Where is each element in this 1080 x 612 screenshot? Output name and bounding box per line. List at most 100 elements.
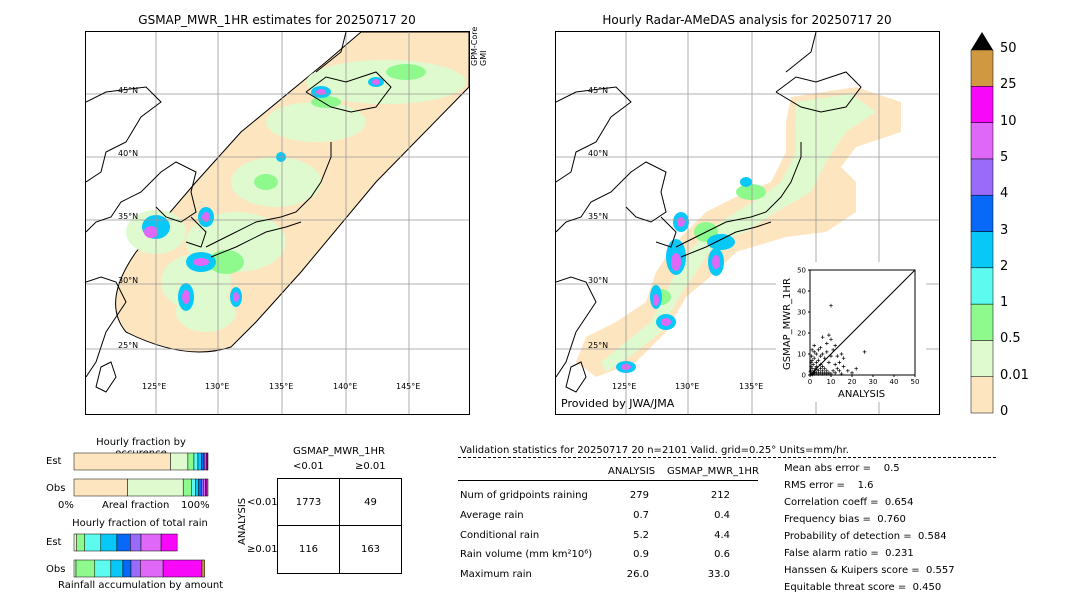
occurrence-row-label-est: Est xyxy=(46,456,62,467)
scatter-point xyxy=(835,354,840,358)
colorbar-segment xyxy=(970,267,994,305)
scatter-point xyxy=(810,372,815,377)
scatter-point xyxy=(825,372,829,376)
score-pod: Probability of detection = 0.584 xyxy=(784,531,947,542)
contingency-hline xyxy=(278,525,401,526)
scatter-point xyxy=(839,352,844,356)
rain-axis-label: Rainfall accumulation by amount xyxy=(58,580,224,591)
scatter-point xyxy=(833,362,837,367)
colorbar-level-label: 0 xyxy=(1000,404,1009,419)
scatter-point xyxy=(822,371,827,375)
contingency-vline xyxy=(339,479,340,573)
rain-bar-segment xyxy=(84,533,102,552)
contingency-cell-hit-none: 1773 xyxy=(295,497,322,508)
scatter-point xyxy=(837,360,842,365)
colorbar-level-label: 5 xyxy=(1000,149,1009,165)
score-rms-error: RMS error = 1.6 xyxy=(784,480,874,491)
validation-col-gsmap: GSMAP_MWR_1HR xyxy=(667,466,759,477)
occurrence-axis-right: 100% xyxy=(181,500,210,511)
scatter-point xyxy=(816,372,821,376)
scatter-point xyxy=(812,370,817,374)
colorbar-extension-arrow xyxy=(971,32,993,50)
colorbar-level-label: 4 xyxy=(1000,186,1009,202)
colorbar-level-label: 3 xyxy=(1000,222,1009,238)
scatter-xtick-label: 0 xyxy=(808,378,812,386)
scatter-point xyxy=(813,366,818,371)
colorbar-segment xyxy=(970,340,994,377)
scatter-point xyxy=(827,333,831,337)
rain-bar-segment xyxy=(160,533,178,552)
scatter-point xyxy=(837,369,842,373)
colorbar-level-label: 1 xyxy=(1000,295,1009,311)
stat-label-conditional: Conditional rain xyxy=(460,530,540,541)
score-far: False alarm ratio = 0.231 xyxy=(784,548,914,559)
scatter-point xyxy=(850,371,854,375)
scatter-diagonal xyxy=(809,269,916,376)
right-lat-label-35: 35°N xyxy=(588,212,609,221)
scatter-xtick-label: 20 xyxy=(848,378,857,386)
right-lon-label-135: 135°E xyxy=(739,382,764,391)
scatter-ylabel: GSMAP_MWR_1HR xyxy=(782,278,793,370)
scatter-xtick-label: 50 xyxy=(911,378,920,386)
scatter-point xyxy=(812,356,816,360)
colorbar-segment xyxy=(970,86,994,123)
right-lat-label-25: 25°N xyxy=(588,341,609,350)
validation-col-analysis: ANALYSIS xyxy=(608,466,656,477)
occurrence-bar-segment xyxy=(182,478,192,497)
stat-analysis-average: 0.7 xyxy=(633,510,649,521)
right-map-title: Hourly Radar-AMeDAS analysis for 2025071… xyxy=(602,13,892,27)
scatter-ytick-label: 20 xyxy=(797,330,806,338)
rain-bar-segment xyxy=(162,559,203,578)
rain-bar-segment xyxy=(122,559,132,578)
rain-bar-segment xyxy=(130,533,142,552)
contingency-row-header-2: ≥0.01 xyxy=(247,544,278,555)
scatter-xtick-label: 30 xyxy=(869,378,878,386)
occurrence-bar-segment xyxy=(201,478,204,497)
left-lon-label-135: 135°E xyxy=(269,382,294,391)
occurrence-axis-middle: Areal fraction xyxy=(102,500,170,511)
colorbar xyxy=(970,32,994,414)
scatter-point xyxy=(816,348,821,352)
right-map-canvas xyxy=(556,32,939,414)
scatter-point xyxy=(839,372,844,376)
scatter-point xyxy=(827,371,831,375)
scatter-point xyxy=(831,369,835,373)
stat-analysis-gridpoints: 279 xyxy=(629,490,649,501)
right-lon-label-125: 125°E xyxy=(612,382,637,391)
rain-bar-segment xyxy=(75,559,96,578)
rain-bar-segment xyxy=(94,559,112,578)
scatter-point xyxy=(833,371,837,375)
scatter-point xyxy=(825,369,829,373)
scatter-xlabel: ANALYSIS xyxy=(838,389,886,400)
sensor-label-line1: GPM-Core xyxy=(470,26,479,66)
rain-bar-segment xyxy=(201,559,205,578)
occurrence-bar-segment xyxy=(206,478,209,497)
colorbar-level-label: 25 xyxy=(1000,77,1017,93)
scatter-point xyxy=(814,371,819,375)
rain-fraction-title: Hourly fraction of total rain xyxy=(72,518,208,529)
stat-gsmap-maximum: 33.0 xyxy=(707,569,730,580)
stat-label-average: Average rain xyxy=(460,510,524,521)
scatter-point xyxy=(846,369,850,373)
stat-analysis-maximum: 26.0 xyxy=(626,569,649,580)
occurrence-bar-segment xyxy=(191,478,196,497)
scatter-point xyxy=(829,372,833,376)
scatter-point xyxy=(810,348,814,352)
scatter-point xyxy=(811,362,815,367)
score-mean-abs-error: Mean abs error = 0.5 xyxy=(784,463,900,474)
rain-bar-segment xyxy=(73,559,77,578)
validation-header-rule xyxy=(458,457,996,458)
rain-fraction-chart xyxy=(73,533,205,578)
scatter-point xyxy=(809,354,814,358)
contingency-cell-miss: 116 xyxy=(298,544,319,555)
left-lon-label-130: 130°E xyxy=(205,382,230,391)
left-lat-label-30: 30°N xyxy=(118,276,139,285)
scatter-point xyxy=(820,369,825,373)
scatter-point xyxy=(833,343,837,348)
left-map xyxy=(85,31,470,415)
scatter-xtick-label: 10 xyxy=(827,378,836,386)
scatter-ytick-label: 10 xyxy=(797,351,806,359)
scatter-point xyxy=(829,303,833,308)
left-lat-label-45: 45°N xyxy=(118,86,139,95)
scatter-point xyxy=(818,345,823,350)
